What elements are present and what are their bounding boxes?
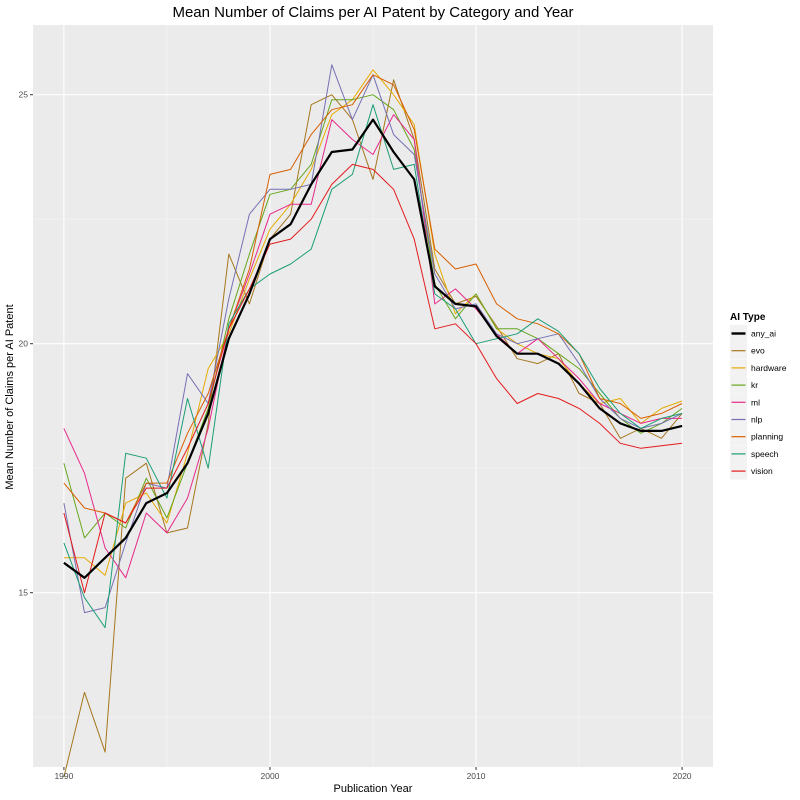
x-tick-label: 2010: [467, 771, 486, 781]
legend-label-evo: evo: [751, 346, 765, 356]
grid-major: [33, 25, 713, 767]
legend-label-nlp: nlp: [751, 415, 763, 425]
legend-label-planning: planning: [751, 432, 783, 442]
x-tick-label: 2000: [261, 771, 280, 781]
legend-label-kr: kr: [751, 380, 758, 390]
y-axis-title: Mean Number of Claims per AI Patent: [4, 304, 16, 489]
x-axis-title: Publication Year: [334, 783, 413, 795]
series-line-speech: [63, 104, 683, 629]
series-layer: [63, 64, 683, 778]
legend-label-vision: vision: [751, 466, 773, 476]
y-axis: 15 20 25: [19, 90, 33, 598]
legend-label-speech: speech: [751, 449, 779, 459]
series-line-any_ai: [63, 118, 683, 579]
legend-label-ml: ml: [751, 397, 760, 407]
y-tick-label: 25: [19, 90, 29, 100]
x-tick-label: 1990: [54, 771, 73, 781]
legend-title: AI Type: [730, 312, 766, 323]
x-axis: 1990 2000 2010 2020: [54, 767, 692, 781]
x-tick-label: 2020: [673, 771, 692, 781]
y-tick-label: 20: [19, 339, 29, 349]
legend-label-hardware: hardware: [751, 363, 787, 373]
series-line-kr: [63, 94, 683, 539]
y-tick-label: 15: [19, 588, 29, 598]
series-line-vision: [63, 163, 683, 594]
chart-title: Mean Number of Claims per AI Patent by C…: [172, 4, 573, 21]
grid-minor: [33, 25, 713, 767]
legend-label-any_ai: any_ai: [751, 329, 776, 339]
series-line-ml: [63, 114, 683, 579]
